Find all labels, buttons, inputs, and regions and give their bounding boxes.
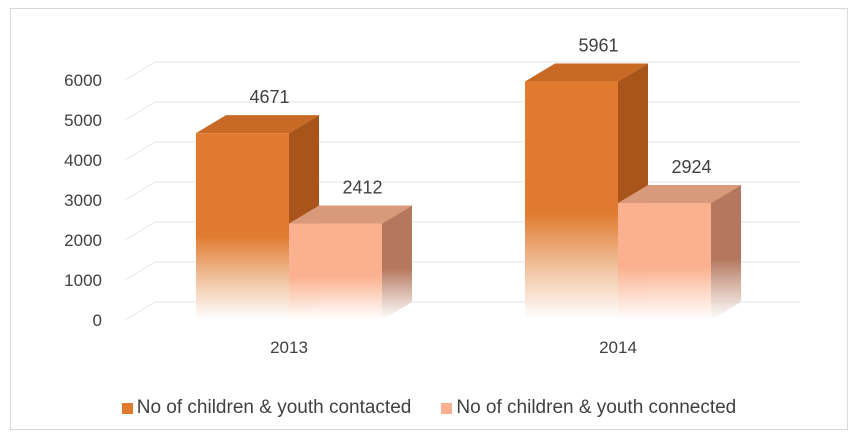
y-tick-label: 4000 <box>64 151 102 170</box>
bar-side-2013-1 <box>382 205 412 320</box>
bars <box>196 63 741 321</box>
y-tick-label: 2000 <box>64 231 102 250</box>
legend: No of children & youth contacted No of c… <box>0 397 858 419</box>
data-label-2013-1: 2412 <box>342 178 382 198</box>
legend-swatch-connected <box>441 402 453 414</box>
bar-top-2014-1 <box>618 185 741 204</box>
x-tick-label-2014: 2014 <box>599 338 637 357</box>
bar-top-2013-1 <box>289 205 412 224</box>
y-tick-label: 6000 <box>64 71 102 90</box>
y-tick-label: 5000 <box>64 111 102 130</box>
bar-side-2014-1 <box>711 185 741 320</box>
y-tick-label: 0 <box>93 311 102 330</box>
y-axis-ticks: 0 1000 2000 3000 4000 5000 6000 <box>64 71 102 330</box>
gridline <box>124 61 800 81</box>
bar-2014-1 <box>618 203 711 320</box>
data-labels: 4671 2412 5961 2924 <box>249 36 711 198</box>
x-tick-label-2013: 2013 <box>270 338 308 357</box>
legend-item-contacted: No of children & youth contacted <box>121 397 412 419</box>
data-label-2013-0: 4671 <box>249 87 289 107</box>
chart-plot: 0 1000 2000 3000 4000 5000 6000 4671 2412 5961 29… <box>64 36 800 357</box>
bar-top-2013-0 <box>196 115 319 134</box>
y-tick-label: 1000 <box>64 271 102 290</box>
legend-swatch-contacted <box>121 402 133 414</box>
bar-2014-0 <box>525 81 618 320</box>
x-axis-ticks: 2013 2014 <box>270 338 637 357</box>
legend-item-connected: No of children & youth connected <box>441 397 736 419</box>
data-label-2014-0: 5961 <box>578 36 618 56</box>
bar-top-2014-0 <box>525 63 648 82</box>
data-label-2014-1: 2924 <box>671 157 711 177</box>
bar-2013-1 <box>289 223 382 320</box>
legend-label-contacted: No of children & youth contacted <box>136 397 412 418</box>
bar-2013-0 <box>196 133 289 320</box>
y-tick-label: 3000 <box>64 191 102 210</box>
legend-label-connected: No of children & youth connected <box>456 397 737 418</box>
